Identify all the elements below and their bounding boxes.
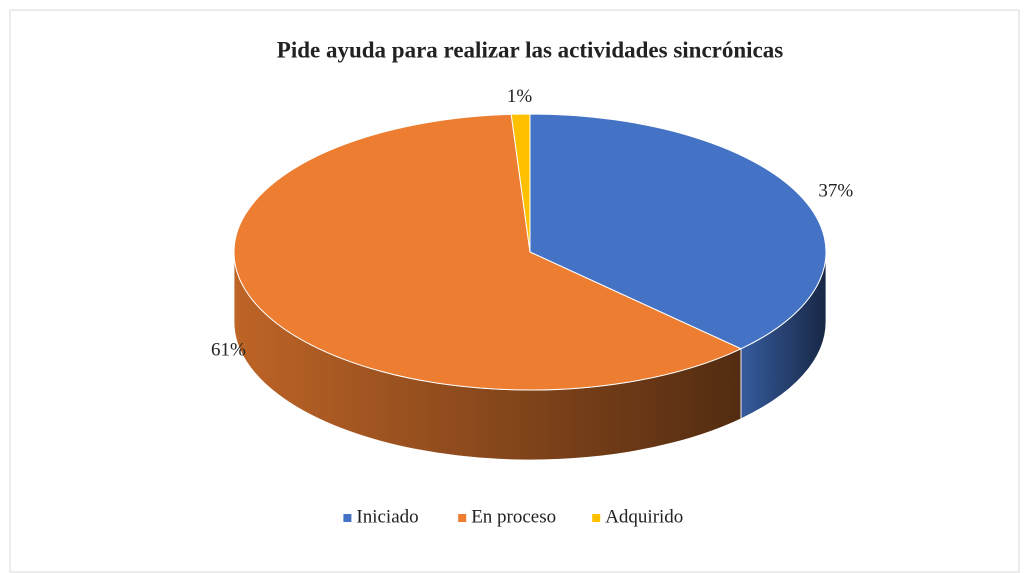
data-label: 1% [507,86,533,107]
slice [233,113,743,391]
legend-swatch [343,514,352,522]
slice [510,113,531,253]
legend-label: En proceso [471,506,556,527]
data-label: 61% [211,340,246,361]
slice [529,113,827,350]
legend-swatch [458,514,467,522]
legend-swatch [592,514,601,522]
legend-label: Iniciado [356,506,418,527]
legend-label: Adquirido [605,506,683,527]
data-label: 37% [818,181,853,202]
chart-title: Pide ayuda para realizar las actividades… [277,37,783,62]
